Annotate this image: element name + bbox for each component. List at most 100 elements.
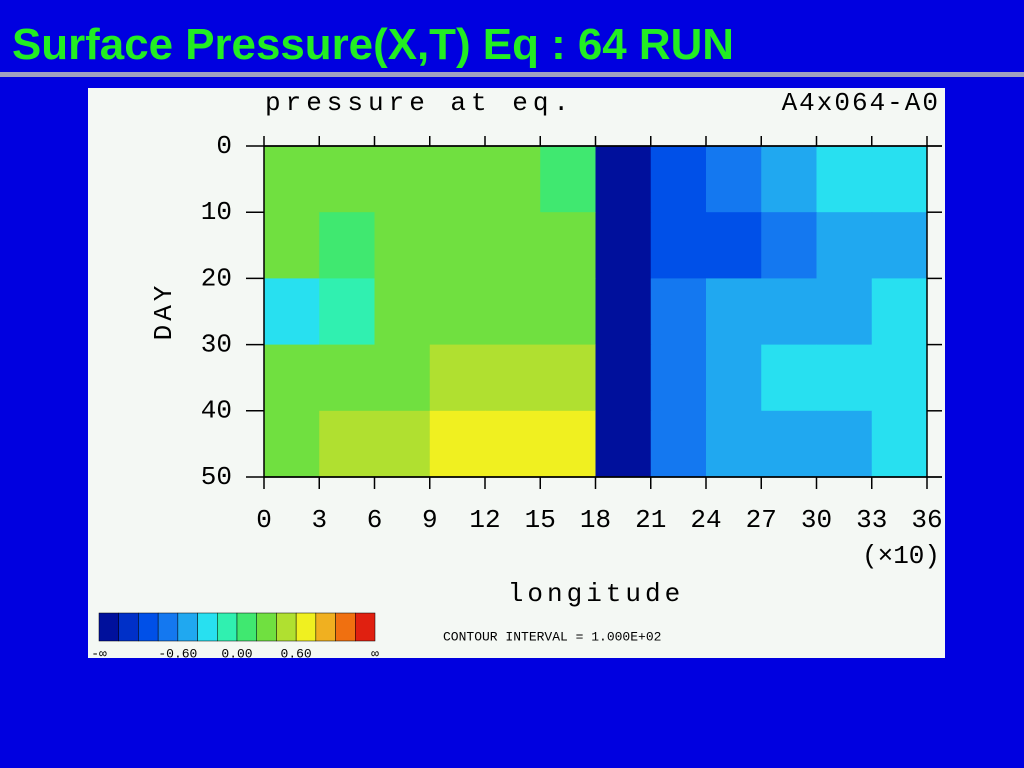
- y-tick-label: 10: [201, 197, 232, 227]
- x-tick-label: 21: [635, 505, 666, 535]
- heat-cell: [540, 410, 596, 478]
- colorbar-box: [197, 612, 218, 642]
- heat-cell: [816, 410, 873, 478]
- colorbar-label: 0.00: [221, 646, 252, 661]
- colorbar-box: [236, 612, 257, 642]
- heat-cell: [871, 212, 928, 279]
- colorbar-end-label: -∞: [91, 646, 107, 661]
- y-tick-label: 50: [201, 462, 232, 492]
- chart-subtitle: A4x064-A0: [782, 88, 940, 118]
- colorbar-box: [138, 612, 159, 642]
- heat-cell: [595, 212, 652, 279]
- chart-title: pressure at eq.: [265, 88, 574, 118]
- x-tick-label: 0: [256, 505, 272, 535]
- heat-cell: [485, 278, 541, 346]
- heat-cell: [706, 146, 762, 213]
- heat-cell: [650, 212, 707, 279]
- heat-cell: [374, 212, 431, 279]
- heat-cell: [540, 146, 596, 213]
- colorbar-box: [118, 612, 139, 642]
- heat-cell: [650, 344, 707, 412]
- x-tick-label: 12: [469, 505, 500, 535]
- x-multiplier: (×10): [862, 541, 940, 571]
- x-tick-label: 30: [801, 505, 832, 535]
- colorbar-box: [295, 612, 317, 642]
- heat-cell: [319, 278, 375, 346]
- colorbar-box: [315, 612, 336, 642]
- heat-cell: [650, 278, 707, 346]
- heat-cell: [761, 410, 817, 478]
- heat-cell: [761, 278, 817, 346]
- heat-cell: [595, 278, 652, 346]
- heat-cell: [761, 212, 817, 279]
- colorbar-box: [217, 612, 238, 642]
- x-tick-label: 36: [911, 505, 942, 535]
- y-tick-label: 40: [201, 396, 232, 426]
- heat-cell: [816, 212, 873, 279]
- heat-cell: [871, 344, 928, 412]
- x-axis-label: longitude: [508, 579, 684, 609]
- heat-cell: [429, 344, 486, 412]
- heat-cell: [429, 146, 486, 213]
- heat-cell: [595, 410, 652, 478]
- heat-cell: [595, 146, 652, 213]
- colorbar-label: 0.60: [281, 646, 312, 661]
- colorbar-box: [256, 612, 277, 642]
- colorbar-end-label: ∞: [371, 646, 379, 661]
- heat-cell: [374, 278, 431, 346]
- heat-cell: [871, 410, 928, 478]
- y-tick-label: 20: [201, 263, 232, 293]
- colorbar-label: -0.60: [158, 646, 197, 661]
- heat-cell: [650, 410, 707, 478]
- heat-cell: [816, 146, 873, 213]
- colorbar-box: [276, 612, 297, 642]
- heat-cell: [485, 146, 541, 213]
- heat-cell: [816, 344, 873, 412]
- heat-cell: [540, 278, 596, 346]
- y-tick-label: 30: [201, 329, 232, 359]
- x-tick-label: 6: [367, 505, 383, 535]
- heat-cell: [374, 146, 431, 213]
- heat-cell: [319, 146, 375, 213]
- heat-cell: [595, 344, 652, 412]
- x-tick-label: 24: [690, 505, 721, 535]
- heat-cell: [264, 344, 320, 412]
- heat-cell: [485, 410, 541, 478]
- heat-cell: [264, 146, 320, 213]
- colorbar-box: [335, 612, 356, 642]
- x-tick-label: 33: [856, 505, 887, 535]
- heat-cell: [816, 278, 873, 346]
- heat-cell: [540, 344, 596, 412]
- heat-cell: [485, 344, 541, 412]
- heat-cell: [706, 410, 762, 478]
- heat-cell: [429, 212, 486, 279]
- title-rule: [0, 72, 1024, 77]
- y-axis-label: DAY: [149, 282, 179, 341]
- contour-note: CONTOUR INTERVAL = 1.000E+02: [443, 629, 661, 644]
- heat-cell: [761, 146, 817, 213]
- heat-cell: [264, 212, 320, 279]
- x-tick-label: 3: [311, 505, 327, 535]
- x-tick-label: 9: [422, 505, 438, 535]
- colorbar-box: [98, 612, 119, 642]
- colorbar-box: [355, 612, 376, 642]
- y-tick-label: 0: [216, 131, 232, 161]
- slide-title: Surface Pressure(X,T) Eq : 64 RUN: [12, 20, 734, 69]
- heat-cell: [706, 212, 762, 279]
- heat-cell: [264, 278, 320, 346]
- heat-cell: [319, 410, 375, 478]
- x-tick-label: 27: [746, 505, 777, 535]
- x-tick-label: 15: [525, 505, 556, 535]
- heat-cell: [650, 146, 707, 213]
- heat-cell: [706, 278, 762, 346]
- heat-cell: [871, 146, 928, 213]
- heat-cell: [540, 212, 596, 279]
- heat-cell: [871, 278, 928, 346]
- heat-cell: [319, 212, 375, 279]
- heat-cell: [374, 344, 431, 412]
- heat-cell: [264, 410, 320, 478]
- heat-cell: [706, 344, 762, 412]
- colorbar-box: [177, 612, 198, 642]
- heat-cell: [429, 278, 486, 346]
